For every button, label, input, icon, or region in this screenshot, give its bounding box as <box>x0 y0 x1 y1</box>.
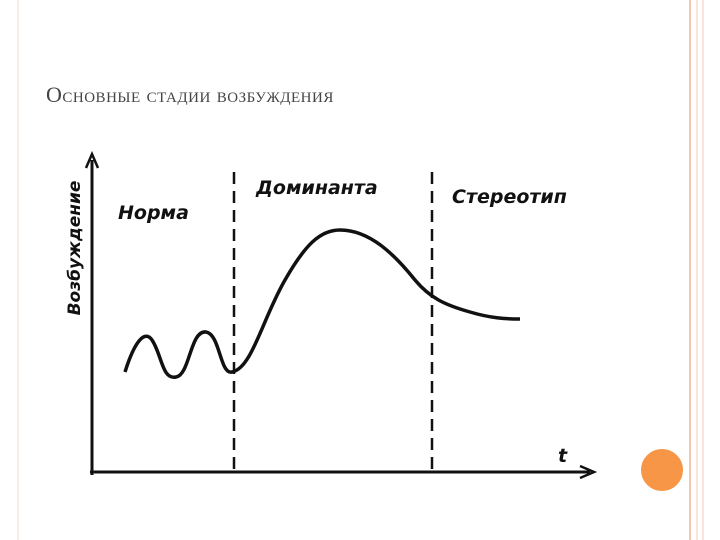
diagram <box>84 150 598 480</box>
stage-label: Норма <box>118 202 189 224</box>
x-axis-label: t <box>558 445 568 467</box>
y-axis-label: Возбуждение <box>65 181 85 316</box>
stage-label: Стереотип <box>452 186 567 208</box>
y-arrow <box>84 150 100 169</box>
decor-circle <box>639 447 685 493</box>
slide-title: Основные стадии возбуждения <box>46 82 334 107</box>
stage-label: Доминанта <box>255 177 378 199</box>
x-arrow <box>579 464 598 480</box>
excitation-curve <box>123 228 521 379</box>
